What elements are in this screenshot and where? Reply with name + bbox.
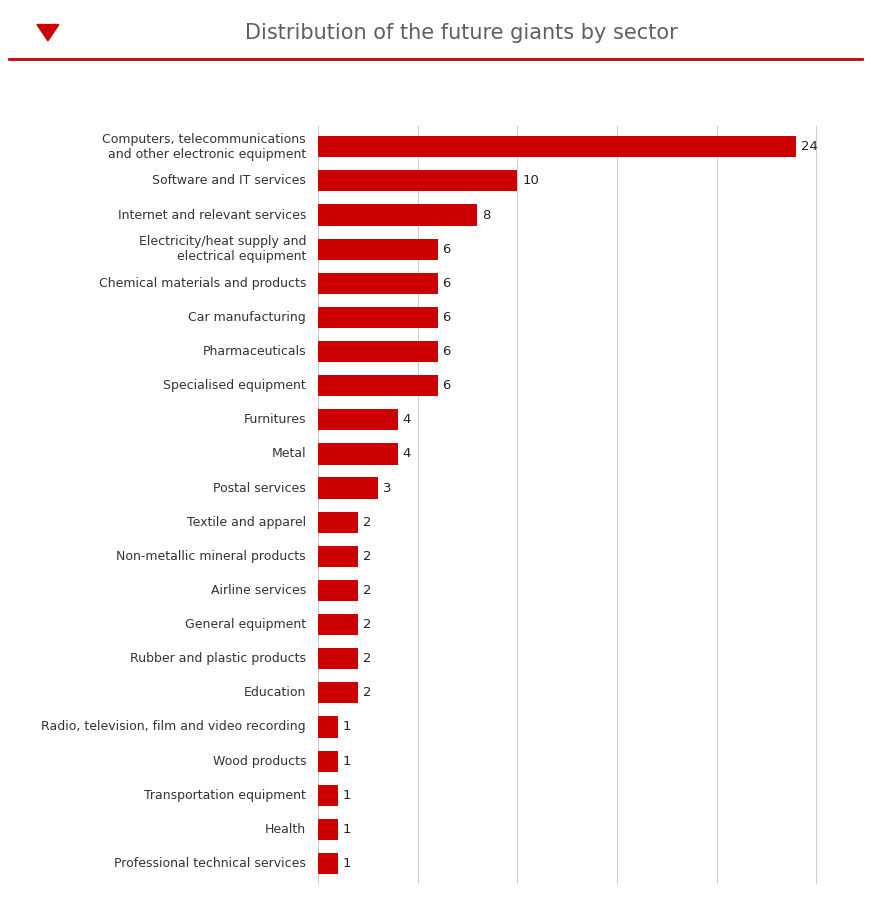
Text: 2: 2 [362, 584, 371, 597]
Bar [318, 580, 358, 601]
Text: 4: 4 [402, 413, 411, 427]
Text: 6: 6 [442, 345, 451, 358]
Text: 1: 1 [343, 755, 351, 768]
Bar [318, 649, 358, 669]
Text: 1: 1 [343, 857, 351, 870]
Bar [318, 614, 358, 635]
Bar [318, 477, 378, 499]
Text: 24: 24 [801, 140, 818, 153]
Text: 10: 10 [523, 174, 539, 188]
Bar [318, 307, 437, 328]
Text: 8: 8 [483, 208, 490, 222]
Text: Distribution of the future giants by sector: Distribution of the future giants by sec… [246, 23, 678, 43]
Text: 2: 2 [362, 652, 371, 665]
Bar [318, 170, 517, 191]
Text: 6: 6 [442, 379, 451, 392]
Bar [318, 785, 338, 805]
Bar [318, 444, 398, 465]
Text: 1: 1 [343, 823, 351, 836]
Text: 2: 2 [362, 550, 371, 563]
Bar [318, 136, 796, 157]
Bar [318, 205, 477, 226]
Bar [318, 819, 338, 840]
Text: 1: 1 [343, 788, 351, 802]
Text: 2: 2 [362, 686, 371, 699]
Bar [318, 546, 358, 566]
Text: 6: 6 [442, 243, 451, 255]
Bar [318, 853, 338, 874]
Text: 2: 2 [362, 618, 371, 631]
Text: 6: 6 [442, 311, 451, 324]
Bar [318, 511, 358, 533]
Text: 4: 4 [402, 447, 411, 460]
Bar [318, 238, 437, 260]
Bar [318, 341, 437, 362]
Bar [318, 682, 358, 704]
Bar [318, 716, 338, 738]
Bar [318, 272, 437, 294]
Text: 1: 1 [343, 721, 351, 733]
Text: 6: 6 [442, 277, 451, 290]
Text: 2: 2 [362, 516, 371, 529]
Bar [318, 375, 437, 396]
Bar [318, 410, 398, 430]
Bar [318, 750, 338, 772]
Text: 3: 3 [382, 482, 391, 494]
